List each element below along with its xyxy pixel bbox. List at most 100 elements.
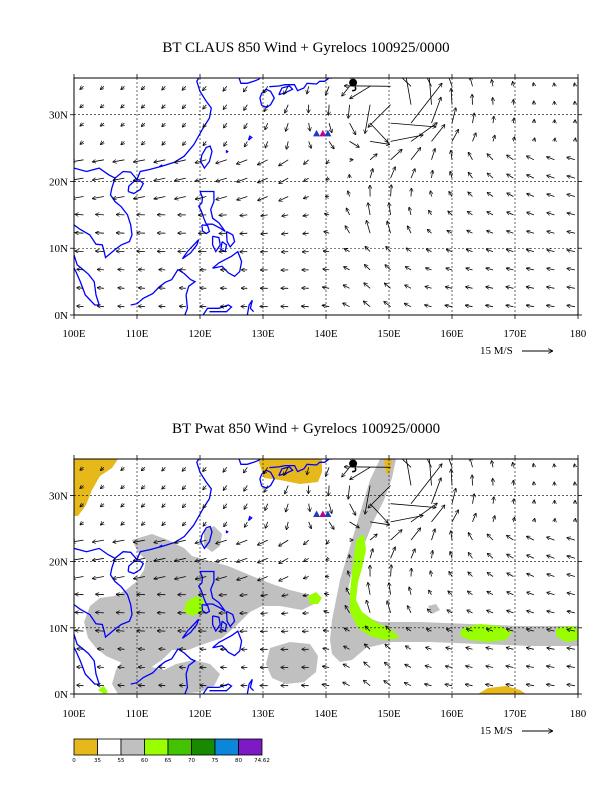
- wind-vector: [425, 684, 432, 686]
- coastline-segment: [74, 177, 133, 259]
- wind-vector: [162, 105, 165, 108]
- wind-vector: [327, 159, 330, 164]
- wind-vector: [154, 576, 166, 579]
- wind-vector: [513, 499, 514, 504]
- wind-vector: [328, 503, 332, 513]
- coastline-segment: [220, 241, 228, 253]
- coastline-segment: [225, 610, 236, 628]
- panel-title-claus: BT CLAUS 850 Wind + Gyrelocs 100925/0000: [162, 40, 450, 56]
- wind-vector: [265, 122, 268, 129]
- wind-vectors-pwat: [74, 459, 576, 687]
- wind-vector: [96, 251, 104, 252]
- wind-vector: [447, 250, 453, 252]
- wind-vector: [365, 265, 371, 271]
- wind-vector: [345, 628, 350, 631]
- wind-vector: [279, 576, 289, 581]
- wind-vector: [325, 214, 330, 215]
- wind-vector: [554, 519, 555, 522]
- wind-vector: [513, 518, 514, 523]
- wind-vector: [154, 159, 166, 162]
- lon-tick-label: 180: [570, 708, 587, 720]
- wind-vector: [118, 288, 125, 289]
- wind-vector: [408, 606, 412, 614]
- wind-vector: [466, 268, 473, 270]
- wind-vector: [240, 595, 248, 596]
- coastline-segment: [158, 544, 163, 548]
- lon-tick-label: 150E: [377, 328, 401, 340]
- wind-vector: [77, 306, 84, 307]
- wind-vector: [328, 122, 332, 132]
- wind-vector: [365, 247, 371, 252]
- wind-vector: [567, 556, 576, 558]
- lon-tick-label: 100E: [62, 328, 86, 340]
- wind-vector: [265, 521, 267, 528]
- wind-vector: [429, 591, 432, 595]
- wind-vector: [279, 196, 289, 201]
- wind-vector: [279, 539, 289, 546]
- wind-vector: [349, 141, 359, 147]
- scale-arrow: 15 M/S: [480, 345, 552, 357]
- wind-vector: [203, 104, 206, 109]
- wind-vector: [80, 504, 83, 507]
- wind-vector: [513, 463, 514, 468]
- wind-vector: [162, 141, 165, 144]
- wind-vector: [196, 539, 207, 543]
- wind-vector: [328, 141, 334, 148]
- wind-vector: [507, 611, 514, 613]
- wind-vector: [113, 558, 125, 560]
- wind-vector: [391, 565, 392, 577]
- wind-vector: [507, 155, 514, 161]
- legend-tick-label: 65: [165, 758, 172, 764]
- wind-vector: [450, 172, 452, 179]
- wind-vector: [470, 78, 473, 87]
- wind-vector: [121, 123, 124, 126]
- wind-vector: [240, 233, 248, 234]
- wind-vector: [309, 123, 310, 130]
- wind-vector: [390, 530, 402, 541]
- wind-vector: [261, 613, 268, 614]
- coastline-segment: [247, 135, 253, 141]
- wind-vector: [139, 685, 145, 686]
- wind-vector: [384, 681, 391, 687]
- wind-vector: [446, 666, 453, 667]
- wind-vector: [405, 78, 412, 105]
- wind-vector: [154, 196, 166, 199]
- legend-tick-label: 0: [72, 758, 76, 764]
- coastline-segment: [201, 224, 211, 235]
- wind-vector: [139, 667, 145, 668]
- wind-vector: [364, 662, 371, 668]
- wind-vector: [245, 141, 248, 146]
- wind-vector: [486, 287, 494, 289]
- wind-vector: [386, 626, 391, 632]
- wind-vector: [405, 683, 412, 687]
- wind-vector: [507, 554, 514, 559]
- wind-vector: [101, 123, 104, 126]
- wind-vector: [175, 557, 186, 561]
- map-panel-pwat: 100E 110E 120E 130E 140E 150E 160E 170E 180 0N 10N…: [49, 455, 587, 737]
- wind-vector: [507, 268, 514, 270]
- wind-vector: [431, 571, 432, 577]
- wind-vector: [348, 104, 349, 118]
- wind-vector: [368, 485, 391, 508]
- legend-swatch: [191, 738, 216, 756]
- coastline-segment: [238, 459, 261, 465]
- gyre-marker: [324, 129, 332, 137]
- wind-vector: [575, 519, 576, 522]
- wind-vector: [385, 265, 391, 271]
- wind-vector: [323, 648, 330, 649]
- wind-vector: [183, 521, 186, 526]
- coastline-segment: [259, 469, 276, 489]
- wind-vector: [175, 539, 186, 543]
- wind-vector: [527, 212, 535, 215]
- wind-vector: [324, 631, 330, 632]
- wind-vector: [567, 269, 575, 270]
- typhoon-symbol: [349, 459, 358, 468]
- wind-vector: [448, 591, 453, 595]
- wind-vector: [203, 141, 206, 145]
- wind-vector: [410, 464, 442, 504]
- wind-vector: [96, 612, 104, 613]
- wind-vector: [534, 519, 535, 522]
- coastline-segment: [225, 230, 236, 249]
- wind-vector: [121, 504, 124, 507]
- wind-vector: [390, 167, 396, 179]
